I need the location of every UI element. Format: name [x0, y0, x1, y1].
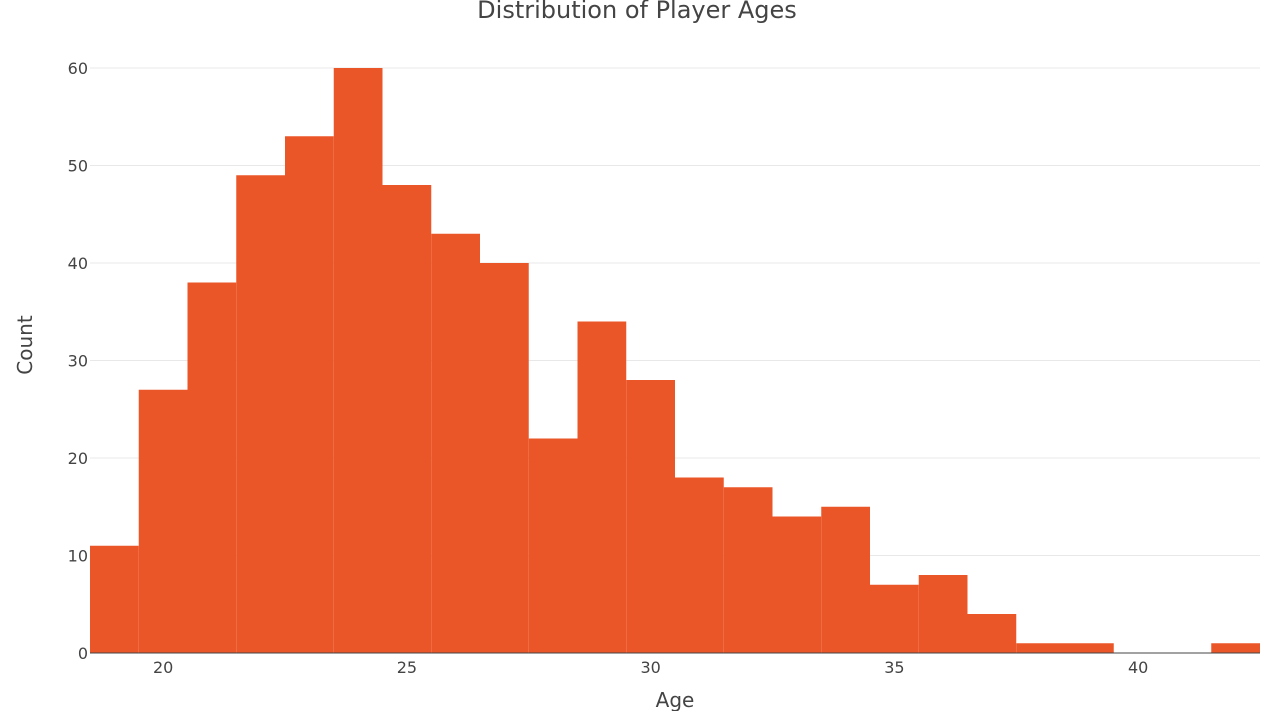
y-tick-label: 50	[68, 157, 88, 176]
y-tick-label: 60	[68, 59, 88, 78]
x-tick-label: 20	[153, 658, 173, 677]
bars	[90, 68, 1260, 653]
y-axis-title: Count	[13, 315, 37, 375]
histogram-bar	[1065, 643, 1114, 653]
x-tick-label: 25	[397, 658, 417, 677]
histogram-bar	[138, 389, 188, 653]
histogram-bar	[236, 175, 285, 653]
histogram-bar	[382, 185, 432, 653]
histogram-bar	[918, 575, 968, 653]
histogram-bar	[870, 584, 919, 653]
histogram-bar	[333, 68, 383, 653]
y-tick-label: 0	[78, 644, 88, 663]
x-axis-ticks: 20 25 30 35 40	[153, 658, 1148, 677]
y-tick-label: 20	[68, 449, 88, 468]
histogram-bar	[431, 233, 480, 653]
histogram-bar	[528, 438, 578, 653]
x-tick-label: 35	[884, 658, 904, 677]
y-tick-label: 30	[68, 352, 88, 371]
histogram-bar	[1211, 643, 1260, 653]
y-tick-label: 10	[68, 547, 88, 566]
histogram-bar	[577, 321, 627, 653]
histogram-bar	[480, 263, 529, 653]
x-tick-label: 40	[1128, 658, 1148, 677]
histogram-bar	[967, 614, 1017, 653]
x-tick-label: 30	[640, 658, 660, 677]
histogram-bar	[723, 487, 773, 653]
y-axis-ticks: 0 10 20 30 40 50 60	[68, 59, 88, 663]
histogram-bar	[285, 136, 334, 653]
chart-title: Distribution of Player Ages	[477, 0, 797, 24]
histogram-bar	[1016, 643, 1065, 653]
histogram-bar	[772, 516, 822, 653]
histogram-bar	[90, 545, 139, 653]
histogram-bar	[821, 506, 870, 653]
x-axis-title: Age	[656, 688, 695, 711]
histogram-bar	[675, 477, 724, 653]
y-tick-label: 40	[68, 254, 88, 273]
histogram-bar	[626, 380, 675, 653]
histogram-bar	[187, 282, 237, 653]
